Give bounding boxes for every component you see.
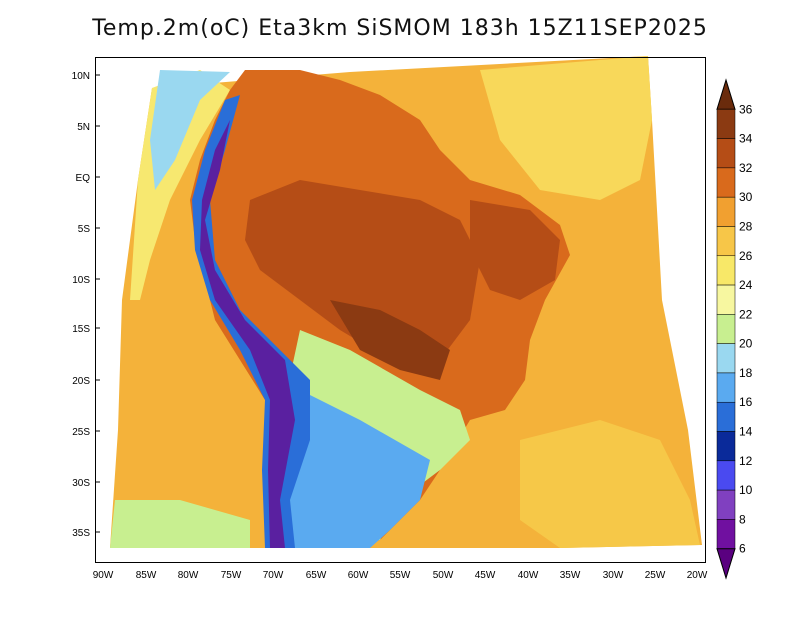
colorbar-label: 22 bbox=[739, 307, 753, 321]
central-hot bbox=[330, 300, 450, 380]
colorbar-label: 24 bbox=[739, 278, 753, 292]
lon-label: 85W bbox=[136, 570, 157, 581]
colorbar-swatch bbox=[716, 138, 736, 169]
colorbar-label: 28 bbox=[739, 219, 753, 233]
map-frame bbox=[95, 57, 706, 563]
colorbar-top-arrow bbox=[716, 78, 736, 110]
colorbar: 36 34 32 30 28 26 24 22 20 18 16 14 12 10 8 6 bbox=[716, 78, 753, 580]
lat-label: 5N bbox=[77, 122, 90, 133]
colorbar-label: 26 bbox=[739, 249, 753, 263]
lat-label: 25S bbox=[72, 427, 90, 438]
longitude-labels: 90W 85W 80W 75W 70W 65W 60W 55W 50W 45W … bbox=[93, 570, 708, 581]
colorbar-label: 10 bbox=[739, 483, 753, 497]
south-cooler bbox=[285, 390, 430, 548]
latitude-labels: 10N 5N EQ 5S 10S 15S 20S 25S 30S 35S bbox=[72, 71, 91, 539]
colorbar-label: 18 bbox=[739, 366, 753, 380]
colorbar-swatch bbox=[716, 109, 736, 139]
lat-label: 30S bbox=[72, 478, 90, 489]
colorbar-label: 32 bbox=[739, 161, 753, 175]
colorbar-swatch bbox=[716, 167, 736, 198]
lon-label: 50W bbox=[433, 570, 454, 581]
colorbar-label: 12 bbox=[739, 454, 753, 468]
ocean-yellow-south bbox=[520, 420, 700, 548]
lon-label: 30W bbox=[603, 570, 624, 581]
colorbar-swatch bbox=[716, 372, 736, 403]
lat-label: 10N bbox=[72, 71, 90, 82]
map-title: Temp.2m(oC) Eta3km SiSMOM 183h 15Z11SEP2… bbox=[92, 16, 708, 41]
colorbar-swatch bbox=[716, 431, 736, 462]
colorbar-swatch bbox=[716, 196, 736, 227]
lon-label: 75W bbox=[221, 570, 242, 581]
lat-label: 20S bbox=[72, 376, 90, 387]
colorbar-swatch bbox=[716, 343, 736, 374]
pacific-cyan bbox=[150, 70, 230, 190]
colorbar-swatch bbox=[716, 519, 736, 549]
colorbar-label: 30 bbox=[739, 190, 753, 204]
colorbar-label: 14 bbox=[739, 425, 753, 439]
colorbar-swatch bbox=[716, 401, 736, 432]
colorbar-swatch bbox=[716, 460, 736, 491]
colorbar-label: 20 bbox=[739, 337, 753, 351]
lat-label: 10S bbox=[72, 275, 90, 286]
pacific-south-cool bbox=[110, 500, 250, 548]
colorbar-bottom-arrow bbox=[716, 548, 736, 580]
lon-label: 45W bbox=[475, 570, 496, 581]
colorbar-label: 16 bbox=[739, 395, 753, 409]
colorbar-swatch bbox=[716, 489, 736, 520]
northeast-hot bbox=[470, 200, 560, 300]
lat-label: 5S bbox=[78, 224, 91, 235]
colorbar-label: 36 bbox=[739, 102, 753, 116]
lon-label: 65W bbox=[306, 570, 327, 581]
lon-label: 55W bbox=[390, 570, 411, 581]
lon-label: 90W bbox=[93, 570, 114, 581]
lon-label: 35W bbox=[560, 570, 581, 581]
lat-label: EQ bbox=[76, 173, 91, 184]
colorbar-label: 8 bbox=[739, 512, 746, 526]
lon-label: 70W bbox=[263, 570, 284, 581]
andes-coldest bbox=[200, 120, 295, 548]
lat-label: 35S bbox=[72, 528, 90, 539]
colorbar-swatch bbox=[716, 255, 736, 286]
lon-label: 60W bbox=[348, 570, 369, 581]
lon-label: 20W bbox=[687, 570, 708, 581]
ocean-yellow-band bbox=[480, 56, 652, 200]
colorbar-swatch bbox=[716, 284, 736, 315]
lon-label: 40W bbox=[518, 570, 539, 581]
lon-label: 80W bbox=[178, 570, 199, 581]
colorbar-swatch bbox=[716, 226, 736, 257]
colorbar-label: 6 bbox=[739, 542, 746, 556]
lat-label: 15S bbox=[72, 324, 90, 335]
amazon-hot bbox=[245, 180, 480, 360]
colorbar-swatch bbox=[716, 314, 736, 344]
colorbar-label: 34 bbox=[739, 132, 753, 146]
map-field bbox=[110, 56, 702, 548]
lon-label: 25W bbox=[645, 570, 666, 581]
